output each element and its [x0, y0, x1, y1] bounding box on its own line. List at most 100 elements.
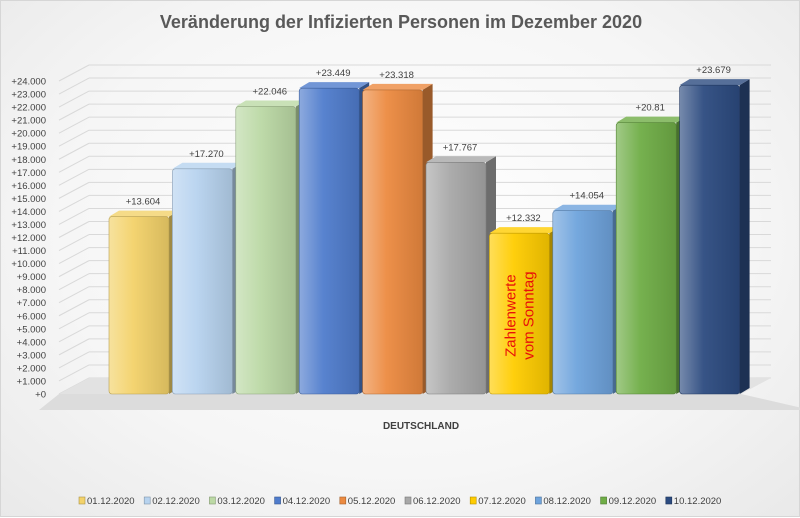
gridline-depth	[58, 129, 90, 147]
gridline-depth	[58, 299, 90, 317]
legend-swatch	[600, 496, 607, 505]
x-category-label: DEUTSCHLAND	[383, 421, 459, 432]
legend-swatch	[469, 496, 477, 505]
gridline-depth	[58, 338, 90, 356]
y-tick-label: +0	[35, 390, 46, 401]
legend-item-03.12.2020: 03.12.2020	[209, 496, 265, 507]
data-label-05.12.2020: +23.318	[379, 70, 414, 81]
legend-swatch	[209, 496, 216, 505]
bar-top	[362, 83, 433, 90]
data-labels: +13.604 +17.270 +22.046 +23.449 +23.318 +17.7…	[126, 65, 731, 224]
legend-label: 09.12.2020	[609, 496, 657, 507]
annotation-line: Zahlenwerte	[502, 274, 519, 357]
bar-front	[362, 89, 423, 395]
annotation-text: Zahlenwerte vom Sonntag	[502, 271, 537, 359]
y-tick-label: +8.000	[17, 285, 46, 296]
gridline-depth	[58, 260, 90, 278]
y-tick-label: +24.000	[11, 77, 46, 88]
bars	[108, 79, 750, 395]
legend-label: 01.12.2020	[87, 496, 135, 507]
legend-item-08.12.2020: 08.12.2020	[535, 496, 591, 507]
data-label-08.12.2020: +14.054	[569, 191, 604, 202]
y-tick-label: +14.000	[11, 207, 46, 218]
y-tick-label: +16.000	[11, 181, 46, 192]
y-tick-label: +5.000	[17, 324, 46, 335]
annotation: Zahlenwerte vom Sonntag	[502, 271, 537, 359]
bar-10.12.2020	[679, 79, 750, 395]
legend-item-01.12.2020: 01.12.2020	[78, 496, 135, 507]
y-tick-label: +13.000	[11, 220, 46, 231]
bar-08.12.2020	[552, 204, 623, 395]
bar-01.12.2020	[108, 210, 179, 395]
y-tick-label: +4.000	[17, 337, 46, 348]
y-tick-label: +6.000	[17, 311, 46, 322]
data-label-07.12.2020: +12.332	[506, 213, 541, 224]
bar-03.12.2020	[235, 100, 306, 395]
bar-top	[489, 227, 560, 234]
bar-side	[739, 79, 750, 395]
data-label-09.12.2020: +20.81	[636, 103, 665, 114]
data-label-01.12.2020: +13.604	[126, 197, 161, 208]
legend-swatch	[143, 496, 151, 505]
y-tick-label: +22.000	[11, 103, 46, 114]
legend-swatch	[78, 496, 86, 505]
legend-item-06.12.2020: 06.12.2020	[404, 496, 461, 507]
y-tick-label: +9.000	[17, 272, 46, 283]
bar-top	[552, 204, 623, 211]
bar-top	[172, 162, 243, 169]
gridline-depth	[58, 142, 90, 160]
bar-02.12.2020	[172, 162, 243, 395]
data-label-06.12.2020: +17.767	[443, 142, 478, 153]
legend-swatch	[339, 496, 347, 505]
bar-top	[109, 210, 179, 217]
bar-top	[426, 156, 496, 163]
y-tick-label: +17.000	[11, 168, 46, 179]
gridline-depth	[58, 364, 90, 382]
gridline-depth	[58, 286, 90, 304]
data-label-03.12.2020: +22.046	[252, 86, 287, 97]
gridline-depth	[58, 247, 90, 265]
gridline-depth	[58, 234, 90, 251]
gridline-depth	[58, 194, 90, 212]
chart-title: Veränderung der Infizierten Personen im …	[160, 12, 642, 32]
y-tick-label: +23.000	[11, 90, 46, 101]
y-tick-label: +2.000	[17, 363, 46, 374]
legend-swatch	[535, 496, 542, 505]
y-tick-label: +11.000	[12, 246, 46, 257]
y-tick-label: +20.000	[11, 129, 46, 140]
y-axis-tick-labels: +0 +1.000 +2.000 +3.000 +4.000 +5.000 +6.000 +7…	[11, 77, 46, 401]
legend-label: 02.12.2020	[152, 496, 200, 507]
bar-front	[489, 232, 550, 395]
gridline-depth	[58, 116, 90, 134]
gridline-depth	[58, 90, 90, 108]
legend-label: 03.12.2020	[217, 496, 265, 507]
gridline-depth	[58, 181, 90, 199]
gridline-depth	[58, 103, 90, 121]
gridline-depth	[58, 77, 90, 95]
y-tick-label: +12.000	[11, 233, 46, 244]
y-tick-label: +10.000	[11, 259, 46, 270]
bar-front	[298, 87, 360, 395]
annotation-line: vom Sonntag	[520, 271, 537, 359]
legend-swatch	[274, 496, 281, 505]
floor-front	[39, 394, 800, 410]
bar-top	[679, 79, 750, 86]
data-label-02.12.2020: +17.270	[189, 149, 224, 160]
gridline-depth	[58, 312, 90, 330]
legend-label: 06.12.2020	[413, 496, 461, 507]
y-tick-label: +21.000	[11, 116, 46, 127]
legend: 01.12.2020 02.12.2020 03.12.2020 04.12.2020…	[78, 496, 721, 507]
y-tick-label: +7.000	[17, 298, 46, 309]
legend-item-10.12.2020: 10.12.2020	[665, 496, 721, 507]
gridline-depth	[58, 168, 90, 186]
legend-label: 05.12.2020	[348, 496, 396, 507]
bar-front	[235, 106, 297, 395]
y-tick-label: +3.000	[17, 350, 46, 361]
gridline-depth	[58, 155, 90, 173]
bar-06.12.2020	[425, 156, 496, 395]
bar-top	[235, 100, 306, 107]
legend-item-05.12.2020: 05.12.2020	[339, 496, 396, 507]
bar-front	[108, 216, 170, 395]
